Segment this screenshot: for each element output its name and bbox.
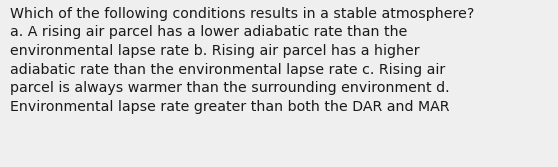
Text: Which of the following conditions results in a stable atmosphere?
a. A rising ai: Which of the following conditions result… xyxy=(10,7,474,114)
